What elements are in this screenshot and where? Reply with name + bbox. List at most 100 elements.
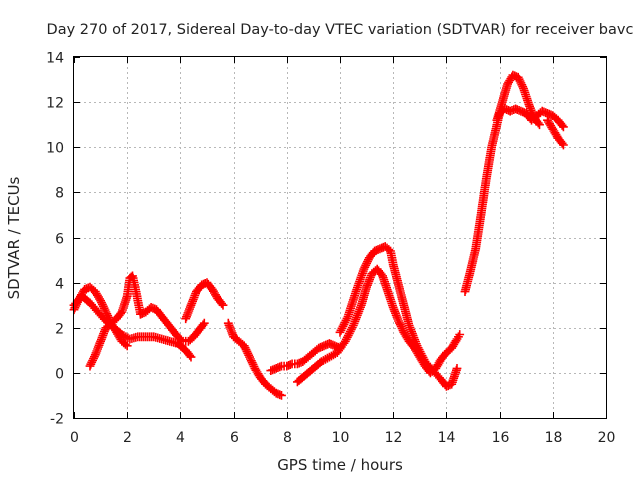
data-point xyxy=(166,322,168,325)
y-tick-label: 0 xyxy=(55,367,64,383)
x-tick-label: 6 xyxy=(230,430,239,446)
data-point xyxy=(110,322,112,325)
data-point xyxy=(541,110,543,112)
data-point xyxy=(182,340,184,343)
data-point xyxy=(115,317,118,320)
data-point xyxy=(259,376,262,379)
axis-ticks: 0 2 4 6 8 10 12 14 16 18 20 -2 0 2 4 6 8 10 12 14 xyxy=(46,51,615,447)
y-tick-label: 12 xyxy=(46,96,64,112)
data-point xyxy=(485,178,488,180)
data-point xyxy=(139,313,142,316)
data-point xyxy=(456,367,458,370)
series-14 xyxy=(543,115,568,150)
data-point xyxy=(387,290,389,293)
data-point xyxy=(317,347,320,349)
series-8 xyxy=(266,339,345,375)
series-11 xyxy=(404,330,465,378)
y-tick-label: 2 xyxy=(55,322,64,338)
data-point xyxy=(105,327,107,329)
x-tick-label: 10 xyxy=(332,430,350,446)
data-point xyxy=(323,345,325,347)
data-point xyxy=(131,275,134,277)
data-point xyxy=(339,331,341,334)
data-point xyxy=(546,119,549,121)
data-point xyxy=(333,345,336,347)
data-point xyxy=(424,365,426,367)
data-point xyxy=(270,369,272,372)
data-point xyxy=(336,351,339,354)
data-point xyxy=(376,268,379,270)
data-point xyxy=(121,311,123,313)
data-point xyxy=(216,297,219,300)
data-point xyxy=(392,263,395,266)
data-point xyxy=(552,114,554,117)
series-5 xyxy=(168,318,209,346)
data-point xyxy=(413,347,416,349)
x-tick-label: 20 xyxy=(598,430,616,446)
data-point xyxy=(126,295,128,298)
data-point xyxy=(270,387,272,390)
data-point xyxy=(254,367,256,370)
data-point xyxy=(397,320,400,322)
data-point xyxy=(89,302,91,304)
data-point xyxy=(145,311,147,313)
x-tick-label: 4 xyxy=(176,430,185,446)
data-point xyxy=(307,356,309,358)
data-point xyxy=(161,338,163,340)
data-point xyxy=(403,304,405,307)
series-13 xyxy=(492,70,544,130)
data-point xyxy=(397,284,400,286)
x-axis-label: GPS time / hours xyxy=(277,456,403,474)
series-3 xyxy=(85,271,145,371)
data-point xyxy=(176,336,179,338)
data-point xyxy=(137,299,139,302)
data-point xyxy=(195,290,198,293)
data-point xyxy=(480,214,482,216)
data-point xyxy=(371,272,373,275)
data-point xyxy=(105,311,107,313)
data-point xyxy=(328,342,331,345)
data-point xyxy=(296,381,299,383)
x-tick-label: 16 xyxy=(492,430,510,446)
plot-frame xyxy=(73,56,607,419)
data-point xyxy=(458,333,461,336)
data-point xyxy=(99,340,102,343)
data-point xyxy=(557,119,559,121)
data-point xyxy=(419,356,421,358)
data-point xyxy=(155,308,158,311)
data-point xyxy=(509,110,512,112)
data-point xyxy=(517,76,519,79)
data-point xyxy=(137,336,139,338)
y-tick-label: -2 xyxy=(50,412,64,428)
data-point xyxy=(360,304,363,307)
y-tick-label: 8 xyxy=(55,186,64,202)
data-point xyxy=(129,338,131,340)
data-point xyxy=(145,336,147,338)
data-point xyxy=(171,329,174,331)
data-point xyxy=(99,299,102,302)
data-point xyxy=(89,286,91,288)
data-point xyxy=(302,360,304,363)
data-point xyxy=(198,329,200,331)
data-point xyxy=(514,108,517,110)
data-series xyxy=(69,70,568,400)
data-point xyxy=(384,245,387,248)
x-tick-label: 12 xyxy=(385,430,403,446)
data-point xyxy=(501,101,504,103)
data-point xyxy=(187,340,190,343)
data-point xyxy=(320,360,323,363)
data-point xyxy=(291,363,293,365)
series-6 xyxy=(181,278,228,324)
data-point xyxy=(286,365,288,367)
data-point xyxy=(347,315,349,318)
data-point xyxy=(429,372,432,374)
x-tick-label: 8 xyxy=(283,430,292,446)
data-point xyxy=(522,87,525,90)
data-point xyxy=(115,331,118,334)
data-point xyxy=(450,347,453,349)
data-point xyxy=(490,146,493,149)
data-point xyxy=(392,306,395,309)
chart-title: Day 270 of 2017, Sidereal Day-to-day VTE… xyxy=(47,22,634,38)
data-point xyxy=(129,277,131,279)
